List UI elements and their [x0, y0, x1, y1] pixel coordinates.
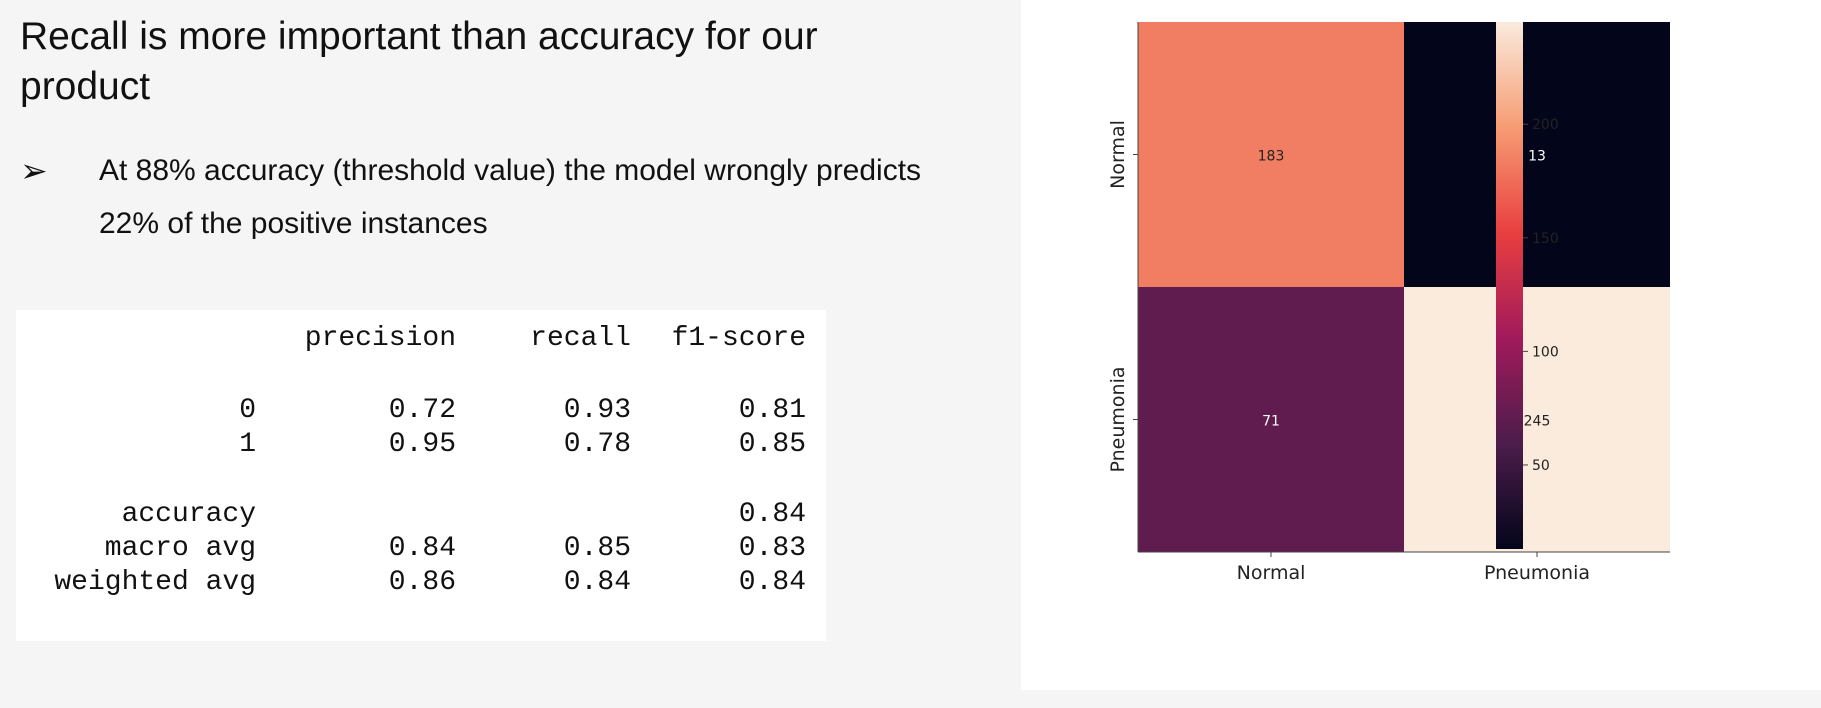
- report-header-recall: recall: [530, 323, 631, 354]
- x-tick-label: Pneumonia: [1484, 562, 1590, 584]
- report-cell: 0.86: [388, 567, 456, 598]
- confusion-matrix-heatmap: 183 13 71 245 Normal Pneumonia Normal Pneumonia…: [1107, 22, 1670, 584]
- y-tick-label: Pneumonia: [1107, 367, 1129, 473]
- heatmap-cell: [1138, 22, 1404, 287]
- colorbar-tick-label: 150: [1532, 231, 1559, 247]
- report-header-precision: precision: [304, 323, 456, 354]
- confusion-matrix-card: 183 13 71 245 Normal Pneumonia Normal Pneumonia…: [1021, 0, 1821, 690]
- heatmap-cell: [1138, 287, 1404, 552]
- report-row-label: macro avg: [104, 533, 256, 564]
- report-row-label: 0: [239, 395, 256, 426]
- report-cell: 0.84: [388, 533, 456, 564]
- report-cell: 0.95: [388, 429, 456, 460]
- report-cell: 0.85: [738, 429, 806, 460]
- report-cell: 0.85: [563, 533, 631, 564]
- heatmap-cell: [1404, 22, 1670, 287]
- report-row-label: 1: [239, 429, 256, 460]
- report-cell: 0.78: [563, 429, 631, 460]
- x-tick-label: Normal: [1237, 562, 1306, 584]
- slide-title: Recall is more important than accuracy f…: [20, 15, 818, 108]
- report-cell: 0.72: [388, 395, 456, 426]
- heatmap-cell: [1404, 287, 1670, 552]
- report-cell: 0.84: [738, 567, 806, 598]
- heatmap-cell-value: 71: [1262, 414, 1280, 430]
- report-cell: 0.83: [738, 533, 806, 564]
- report-cell: 0.84: [738, 499, 806, 530]
- arrow-bullet-icon: ➢: [20, 151, 48, 190]
- colorbar: [1496, 22, 1523, 549]
- colorbar-tick-label: 50: [1532, 458, 1550, 474]
- colorbar-tick-label: 100: [1532, 344, 1559, 360]
- heatmap-cell-value: 245: [1524, 414, 1551, 430]
- report-header-f1: f1-score: [671, 323, 806, 354]
- report-row-label: accuracy: [121, 499, 256, 530]
- heatmap-cell-value: 183: [1258, 149, 1285, 165]
- classification-report: precision recall f1-score 0 0.72 0.93 0.…: [16, 310, 826, 641]
- bullet-text: At 88% accuracy (threshold value) the mo…: [99, 154, 922, 240]
- report-cell: 0.81: [738, 395, 806, 426]
- report-cell: 0.84: [563, 567, 631, 598]
- heatmap-cell-value: 13: [1528, 149, 1546, 165]
- y-tick-label: Normal: [1107, 120, 1129, 189]
- colorbar-tick-label: 200: [1532, 117, 1559, 133]
- report-row-label: weighted avg: [54, 567, 256, 598]
- report-cell: 0.93: [563, 395, 631, 426]
